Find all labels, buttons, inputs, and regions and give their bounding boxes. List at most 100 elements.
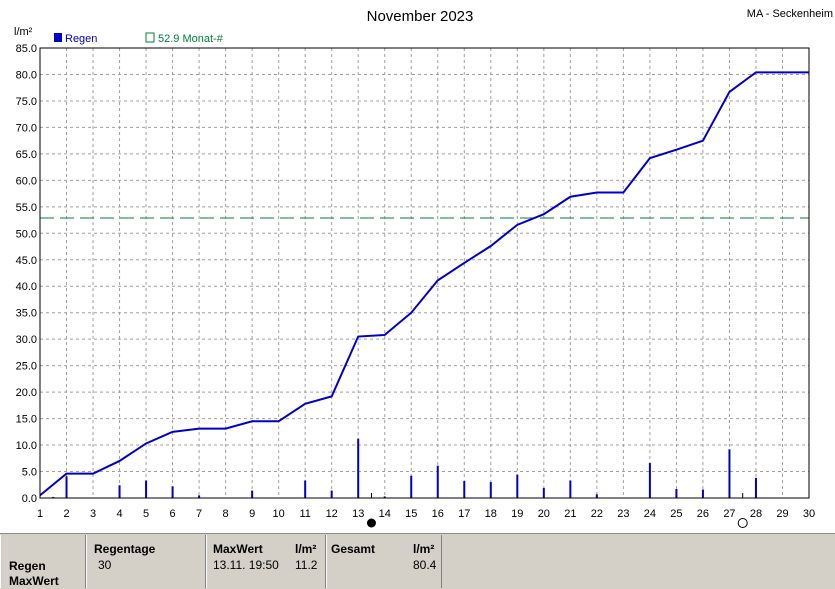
- rain-days-panel: Regentage 30: [86, 535, 206, 588]
- y-tick-label: 35.0: [16, 308, 37, 320]
- x-tick-label: 23: [617, 508, 629, 520]
- x-tick-label: 18: [485, 508, 497, 520]
- x-tick-label: 10: [273, 508, 285, 520]
- x-tick-label: 16: [432, 508, 444, 520]
- x-tick-label: 3: [90, 508, 96, 520]
- x-tick-label: 21: [564, 508, 576, 520]
- x-tick-label: 20: [538, 508, 550, 520]
- y-tick-label: 10.0: [16, 440, 37, 452]
- y-tick-label: 50.0: [16, 228, 37, 240]
- x-tick-label: 26: [697, 508, 709, 520]
- x-tick-label: 30: [803, 508, 815, 520]
- max-time: 13.11. 19:50: [213, 558, 279, 572]
- rain-bar: [145, 480, 148, 498]
- x-tick-label: 6: [170, 508, 176, 520]
- legend-rain-label: Regen: [65, 33, 97, 45]
- rain-chart: November 2023 MA - Seckenheim l/m² Regen…: [14, 8, 833, 528]
- y-tick-label: 80.0: [16, 69, 37, 81]
- y-tick-label: 40.0: [16, 281, 37, 293]
- x-tick-label: 12: [326, 508, 338, 520]
- rain-bar: [436, 465, 439, 498]
- x-tick-label: 28: [750, 508, 762, 520]
- x-tick-label: 13: [352, 508, 364, 520]
- rain-bar: [516, 474, 519, 498]
- rain-bar: [701, 489, 704, 498]
- row-label-rain: Regen: [9, 559, 46, 573]
- rain-bar: [171, 486, 174, 498]
- rain-bar: [118, 485, 121, 498]
- y-tick-label: 45.0: [16, 255, 37, 267]
- y-tick-label: 30.0: [16, 334, 37, 346]
- x-tick-label: 24: [644, 508, 656, 520]
- legend-rain-swatch: [54, 33, 62, 42]
- y-tick-label: 55.0: [16, 202, 37, 214]
- total-unit: l/m²: [413, 542, 435, 556]
- x-tick-label: 5: [143, 508, 149, 520]
- rain-days-value: 30: [98, 558, 112, 572]
- x-tick-label: 4: [116, 508, 122, 520]
- rain-bar: [463, 481, 466, 498]
- total-panel: Gesamt l/m² 80.4: [326, 535, 442, 588]
- y-tick-label: 70.0: [16, 122, 37, 134]
- row-label-max: MaxWert: [9, 574, 59, 588]
- y-tick-label: 15.0: [16, 414, 37, 426]
- rain-bar: [52, 496, 55, 498]
- rain-bar: [489, 482, 492, 498]
- rain-bar: [198, 495, 201, 498]
- rain-bar: [754, 477, 757, 498]
- y-tick-label: 65.0: [16, 149, 37, 161]
- total-label: Gesamt: [331, 542, 376, 556]
- rain-bar: [410, 475, 413, 498]
- rain-bar: [383, 496, 386, 498]
- rain-bar: [569, 480, 572, 498]
- x-tick-label: 25: [670, 508, 682, 520]
- full-moon-icon: [737, 518, 748, 528]
- x-tick-label: 2: [63, 508, 69, 520]
- x-tick-label: 15: [405, 508, 417, 520]
- x-tick-label: 14: [379, 508, 391, 520]
- plot-area: [40, 48, 809, 498]
- x-tick-label: 19: [511, 508, 523, 520]
- rain-bar: [675, 489, 678, 498]
- summary-panel: Regen MaxWert Regentage 30 MaxWert l/m² …: [0, 533, 835, 589]
- y-tick-labels: 0.0 5.0 10.0 15.0 20.0 25.0 30.0 35.0 40.0 45.0 50…: [16, 43, 37, 505]
- x-tick-label: 29: [776, 508, 788, 520]
- y-tick-label: 20.0: [16, 387, 37, 399]
- rain-bar: [65, 476, 68, 498]
- station-name: MA - Seckenheim: [747, 8, 833, 20]
- rain-bar: [304, 480, 307, 498]
- y-tick-label: 25.0: [16, 361, 37, 373]
- rain-days-label: Regentage: [94, 542, 156, 556]
- x-tick-labels: 1 2 3 4 5 6 7 8 9 10 11 12 13 14 15 16 17 18 19 20 21 22 23 24 2…: [37, 508, 815, 520]
- y-axis-unit: l/m²: [14, 26, 33, 38]
- summary-labels-panel: Regen MaxWert: [0, 535, 86, 588]
- grid: [40, 48, 809, 498]
- rain-bar: [357, 438, 360, 498]
- max-value-panel: MaxWert l/m² 13.11. 19:50 11.2: [206, 535, 326, 588]
- y-tick-label: 5.0: [22, 467, 37, 479]
- y-tick-label: 75.0: [16, 96, 37, 108]
- y-tick-label: 60.0: [16, 175, 37, 187]
- x-tick-label: 17: [458, 508, 470, 520]
- new-moon-icon: [366, 518, 376, 528]
- cumulative-rain-line: [39, 71, 809, 497]
- max-unit: l/m²: [295, 542, 317, 556]
- x-tick-label: 27: [723, 508, 735, 520]
- rain-bar: [330, 490, 333, 498]
- x-tick-label: 22: [591, 508, 603, 520]
- x-tick-label: 1: [37, 508, 43, 520]
- x-tick-label: 8: [223, 508, 229, 520]
- rain-bar: [728, 449, 731, 498]
- legend-avg-label: 52.9 Monat-#: [158, 33, 224, 45]
- x-tick-label: 7: [196, 508, 202, 520]
- rain-bar: [542, 487, 545, 498]
- max-value: 11.2: [295, 558, 318, 572]
- x-tick-label: 11: [299, 508, 310, 520]
- legend-avg-swatch: [145, 32, 155, 43]
- plot-frame: [39, 47, 810, 499]
- moon-markers: [366, 493, 748, 528]
- max-label: MaxWert: [213, 542, 263, 556]
- chart-title: November 2023: [367, 8, 474, 25]
- y-tick-label: 85.0: [16, 43, 37, 55]
- rain-bar: [251, 490, 254, 498]
